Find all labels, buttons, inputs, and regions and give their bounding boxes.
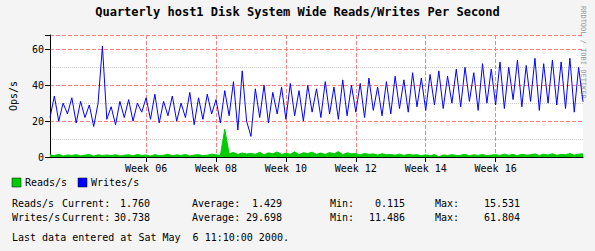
svg-text:Max:: Max: bbox=[435, 198, 459, 209]
svg-text:Current:: Current: bbox=[62, 198, 110, 209]
svg-text:61.804: 61.804 bbox=[484, 212, 520, 223]
svg-text:Week 06: Week 06 bbox=[125, 163, 167, 174]
svg-text:40: 40 bbox=[32, 80, 44, 91]
svg-text:Week 12: Week 12 bbox=[335, 163, 377, 174]
svg-text:Average:: Average: bbox=[192, 212, 240, 223]
svg-text:Min:: Min: bbox=[330, 198, 354, 209]
svg-text:Max:: Max: bbox=[435, 212, 459, 223]
svg-text:Average:: Average: bbox=[192, 198, 240, 209]
svg-text:Week 16: Week 16 bbox=[475, 163, 517, 174]
svg-text:Reads/s: Reads/s bbox=[12, 198, 54, 209]
svg-text:11.486: 11.486 bbox=[369, 212, 405, 223]
svg-text:29.698: 29.698 bbox=[246, 212, 282, 223]
svg-text:Reads/s: Reads/s bbox=[25, 177, 67, 188]
svg-text:RRDTOOL / TOBI OETIKER: RRDTOOL / TOBI OETIKER bbox=[578, 6, 587, 99]
svg-text:Writes/s: Writes/s bbox=[91, 177, 139, 188]
svg-text:20: 20 bbox=[32, 116, 44, 127]
svg-text:Writes/s: Writes/s bbox=[12, 212, 60, 223]
svg-text:Current:: Current: bbox=[62, 212, 110, 223]
svg-text:Week 08: Week 08 bbox=[195, 163, 237, 174]
svg-text:1.429: 1.429 bbox=[252, 198, 282, 209]
svg-text:0: 0 bbox=[38, 152, 44, 163]
svg-text:60: 60 bbox=[32, 44, 44, 55]
svg-text:Week 10: Week 10 bbox=[265, 163, 307, 174]
svg-text:Ops/s: Ops/s bbox=[8, 81, 19, 111]
svg-text:0.115: 0.115 bbox=[375, 198, 405, 209]
svg-text:Min:: Min: bbox=[330, 212, 354, 223]
svg-text:30.738: 30.738 bbox=[114, 212, 150, 223]
svg-text:1.760: 1.760 bbox=[120, 198, 150, 209]
svg-text:Week 14: Week 14 bbox=[405, 163, 447, 174]
svg-text:Last data entered at Sat May: Last data entered at Sat May 6 11:10:00 … bbox=[12, 232, 289, 243]
svg-text:Quarterly host1 Disk System Wi: Quarterly host1 Disk System Wide Reads/W… bbox=[95, 5, 500, 19]
svg-text:15.531: 15.531 bbox=[484, 198, 520, 209]
